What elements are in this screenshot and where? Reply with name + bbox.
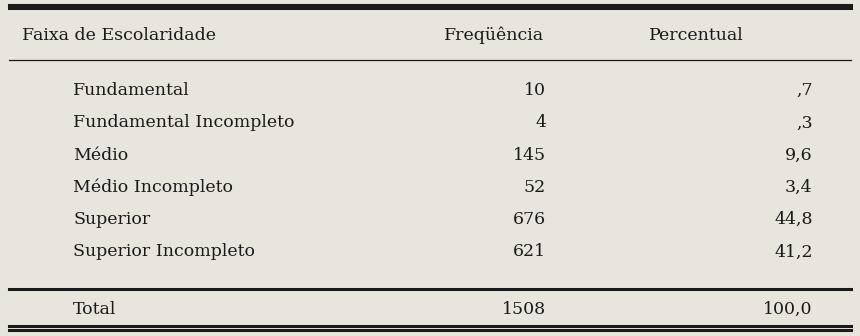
Text: 41,2: 41,2 bbox=[774, 244, 813, 260]
Text: Percentual: Percentual bbox=[649, 27, 744, 44]
Text: Superior Incompleto: Superior Incompleto bbox=[73, 244, 255, 260]
Text: 44,8: 44,8 bbox=[774, 211, 813, 228]
Text: Total: Total bbox=[73, 301, 116, 318]
Text: 100,0: 100,0 bbox=[763, 301, 813, 318]
Text: 10: 10 bbox=[524, 82, 546, 99]
Text: 52: 52 bbox=[524, 179, 546, 196]
Text: 4: 4 bbox=[535, 115, 546, 131]
Text: 9,6: 9,6 bbox=[785, 147, 813, 164]
Text: Superior: Superior bbox=[73, 211, 150, 228]
Text: 3,4: 3,4 bbox=[785, 179, 813, 196]
Text: Faixa de Escolaridade: Faixa de Escolaridade bbox=[22, 27, 216, 44]
Text: 621: 621 bbox=[513, 244, 546, 260]
Text: Médio Incompleto: Médio Incompleto bbox=[73, 179, 233, 196]
Text: Freqüência: Freqüência bbox=[445, 27, 544, 44]
Text: ,7: ,7 bbox=[796, 82, 813, 99]
Text: 145: 145 bbox=[513, 147, 546, 164]
Text: Fundamental Incompleto: Fundamental Incompleto bbox=[73, 115, 295, 131]
Text: 676: 676 bbox=[513, 211, 546, 228]
Text: Fundamental: Fundamental bbox=[73, 82, 190, 99]
Text: 1508: 1508 bbox=[502, 301, 546, 318]
Text: ,3: ,3 bbox=[796, 115, 813, 131]
Text: Médio: Médio bbox=[73, 147, 128, 164]
